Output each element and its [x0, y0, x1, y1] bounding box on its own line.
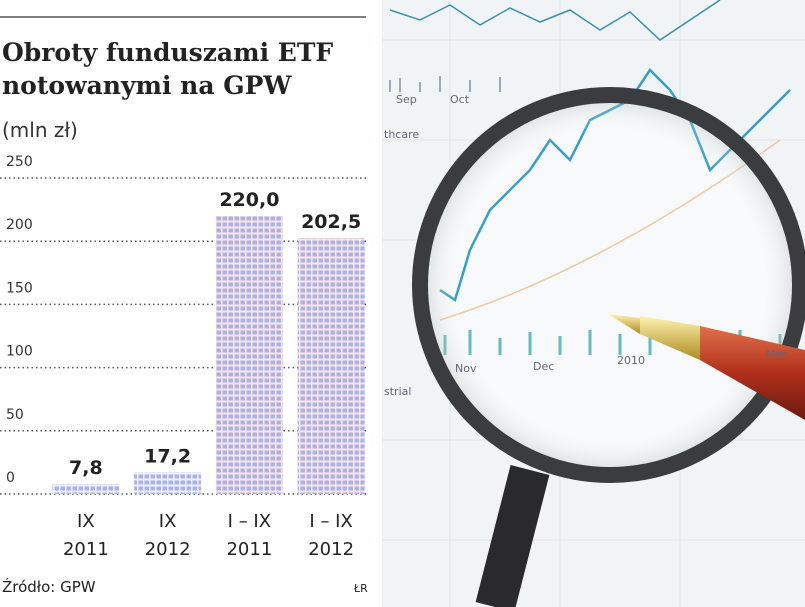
bar — [52, 484, 120, 494]
photo-label: Dec — [533, 360, 554, 373]
value-label: 202,5 — [301, 211, 361, 233]
x-tick-label: I – IX — [228, 511, 271, 532]
x-tick-label: 2011 — [226, 539, 272, 560]
photo-label: Sep — [396, 93, 417, 106]
photo — [382, 0, 805, 607]
photo-label: Mar — [766, 348, 787, 361]
y-tick-label: 200 — [6, 217, 33, 233]
x-tick-label: 2012 — [308, 539, 354, 560]
x-tick-label: I – IX — [309, 511, 352, 532]
bar — [215, 215, 283, 495]
photo-label: thcare — [384, 128, 419, 141]
y-tick-label: 100 — [6, 344, 33, 360]
y-tick-label: 0 — [6, 470, 15, 486]
value-label: 17,2 — [144, 445, 191, 467]
x-tick-label: IX — [77, 511, 95, 532]
bar — [297, 238, 365, 494]
chart-title: Obroty funduszami ETF notowanymi na GPW — [2, 38, 334, 100]
photo-label: strial — [384, 385, 411, 398]
x-tick-label: 2012 — [145, 539, 191, 560]
x-tick-label: IX — [159, 511, 177, 532]
photo-label: 2010 — [617, 354, 645, 367]
y-tick-label: 50 — [6, 407, 24, 423]
y-tick-label: 250 — [6, 154, 33, 170]
y-tick-label: 150 — [6, 280, 33, 296]
value-label: 220,0 — [219, 189, 279, 211]
photo-label: Oct — [450, 93, 470, 106]
bar — [134, 472, 202, 494]
photo-label: Nov — [455, 362, 477, 375]
credit: ŁR — [353, 582, 368, 595]
value-label: 7,8 — [69, 457, 103, 479]
source: Źródło: GPW — [2, 577, 96, 596]
chart-subtitle: (mln zł) — [2, 118, 78, 142]
x-tick-label: 2011 — [63, 539, 109, 560]
